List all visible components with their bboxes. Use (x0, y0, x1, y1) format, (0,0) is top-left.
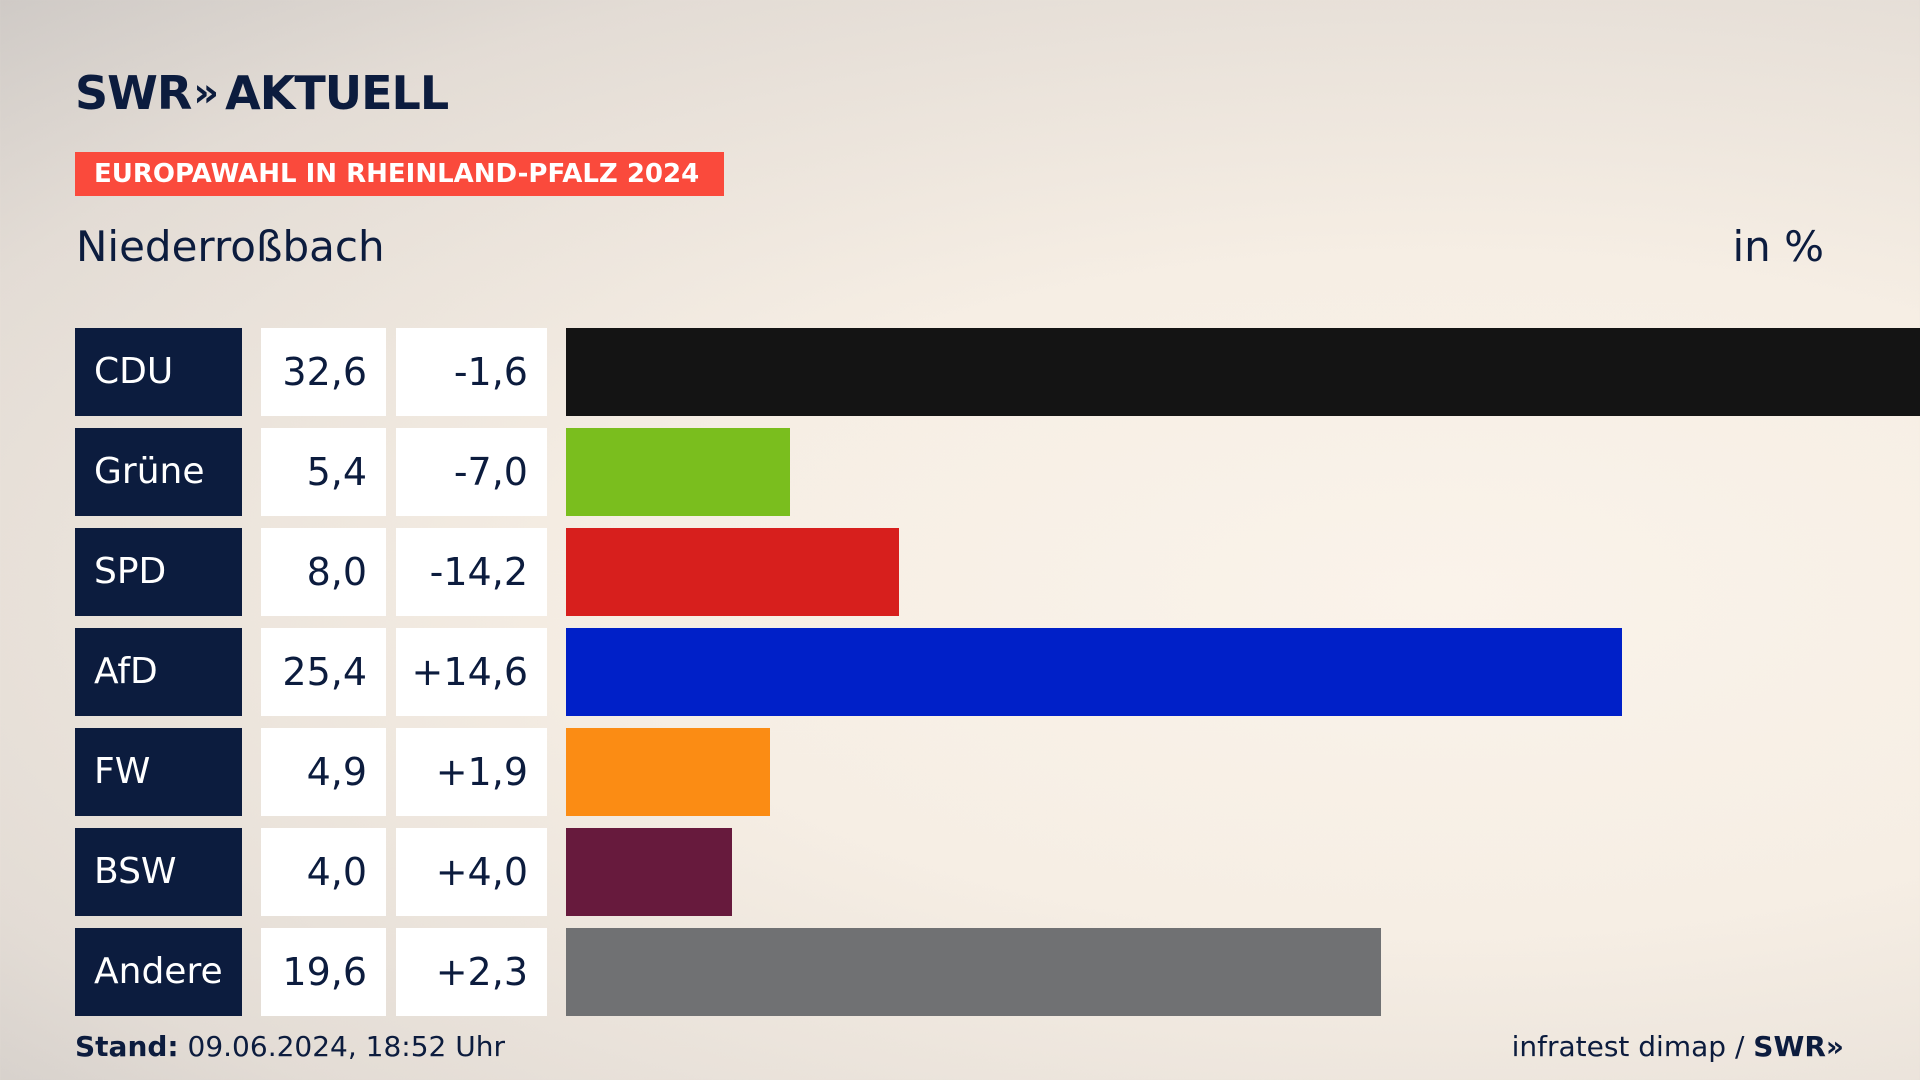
result-bar (566, 728, 770, 816)
party-label: BSW (75, 828, 242, 916)
source-credit: infratest dimap / SWR» (1512, 1030, 1844, 1063)
party-label: Grüne (75, 428, 242, 516)
party-label: AfD (75, 628, 242, 716)
location-title: Niederroßbach (76, 222, 385, 271)
result-bar (566, 828, 733, 916)
logo-section-text: AKTUELL (225, 66, 449, 120)
party-label: Andere (75, 928, 242, 1016)
election-banner: EUROPAWAHL IN RHEINLAND-PFALZ 2024 (75, 152, 724, 196)
party-label: FW (75, 728, 242, 816)
party-label: CDU (75, 328, 242, 416)
result-bar (566, 328, 1920, 416)
source-brand: SWR» (1753, 1030, 1844, 1063)
vote-change-value: +14,6 (396, 628, 547, 716)
vote-change-value: -14,2 (396, 528, 547, 616)
result-bar (566, 928, 1381, 1016)
result-bar (566, 528, 899, 616)
result-bar (566, 428, 791, 516)
logo-swr-text: SWR (75, 66, 192, 120)
vote-share-value: 4,9 (261, 728, 386, 816)
vote-change-value: +4,0 (396, 828, 547, 916)
stand-label: Stand: (75, 1030, 179, 1063)
timestamp: Stand: 09.06.2024, 18:52 Uhr (75, 1030, 505, 1063)
logo-chevron-icon: » (193, 70, 219, 116)
result-bar (566, 628, 1622, 716)
vote-share-value: 8,0 (261, 528, 386, 616)
vote-share-value: 5,4 (261, 428, 386, 516)
vote-share-value: 19,6 (261, 928, 386, 1016)
vote-change-value: -7,0 (396, 428, 547, 516)
vote-change-value: +2,3 (396, 928, 547, 1016)
vote-change-value: -1,6 (396, 328, 547, 416)
party-label: SPD (75, 528, 242, 616)
source-text: infratest dimap / (1511, 1030, 1745, 1063)
unit-label: in % (1732, 222, 1824, 271)
stand-value: 09.06.2024, 18:52 Uhr (187, 1030, 505, 1063)
vote-change-value: +1,9 (396, 728, 547, 816)
swr-aktuell-logo: SWR » AKTUELL (75, 66, 449, 120)
vote-share-value: 4,0 (261, 828, 386, 916)
vote-share-value: 25,4 (261, 628, 386, 716)
vote-share-value: 32,6 (261, 328, 386, 416)
